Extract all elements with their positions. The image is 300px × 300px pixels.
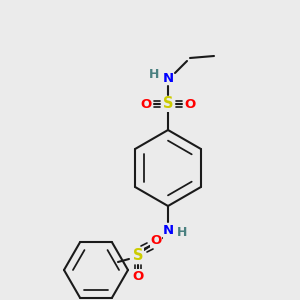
- Text: N: N: [162, 71, 174, 85]
- Text: O: O: [132, 269, 144, 283]
- Text: H: H: [149, 68, 159, 80]
- Text: H: H: [177, 226, 187, 238]
- Text: S: S: [133, 248, 143, 263]
- Text: S: S: [163, 97, 173, 112]
- Text: O: O: [140, 98, 152, 110]
- Text: O: O: [150, 233, 162, 247]
- Text: O: O: [184, 98, 196, 110]
- Text: N: N: [162, 224, 174, 236]
